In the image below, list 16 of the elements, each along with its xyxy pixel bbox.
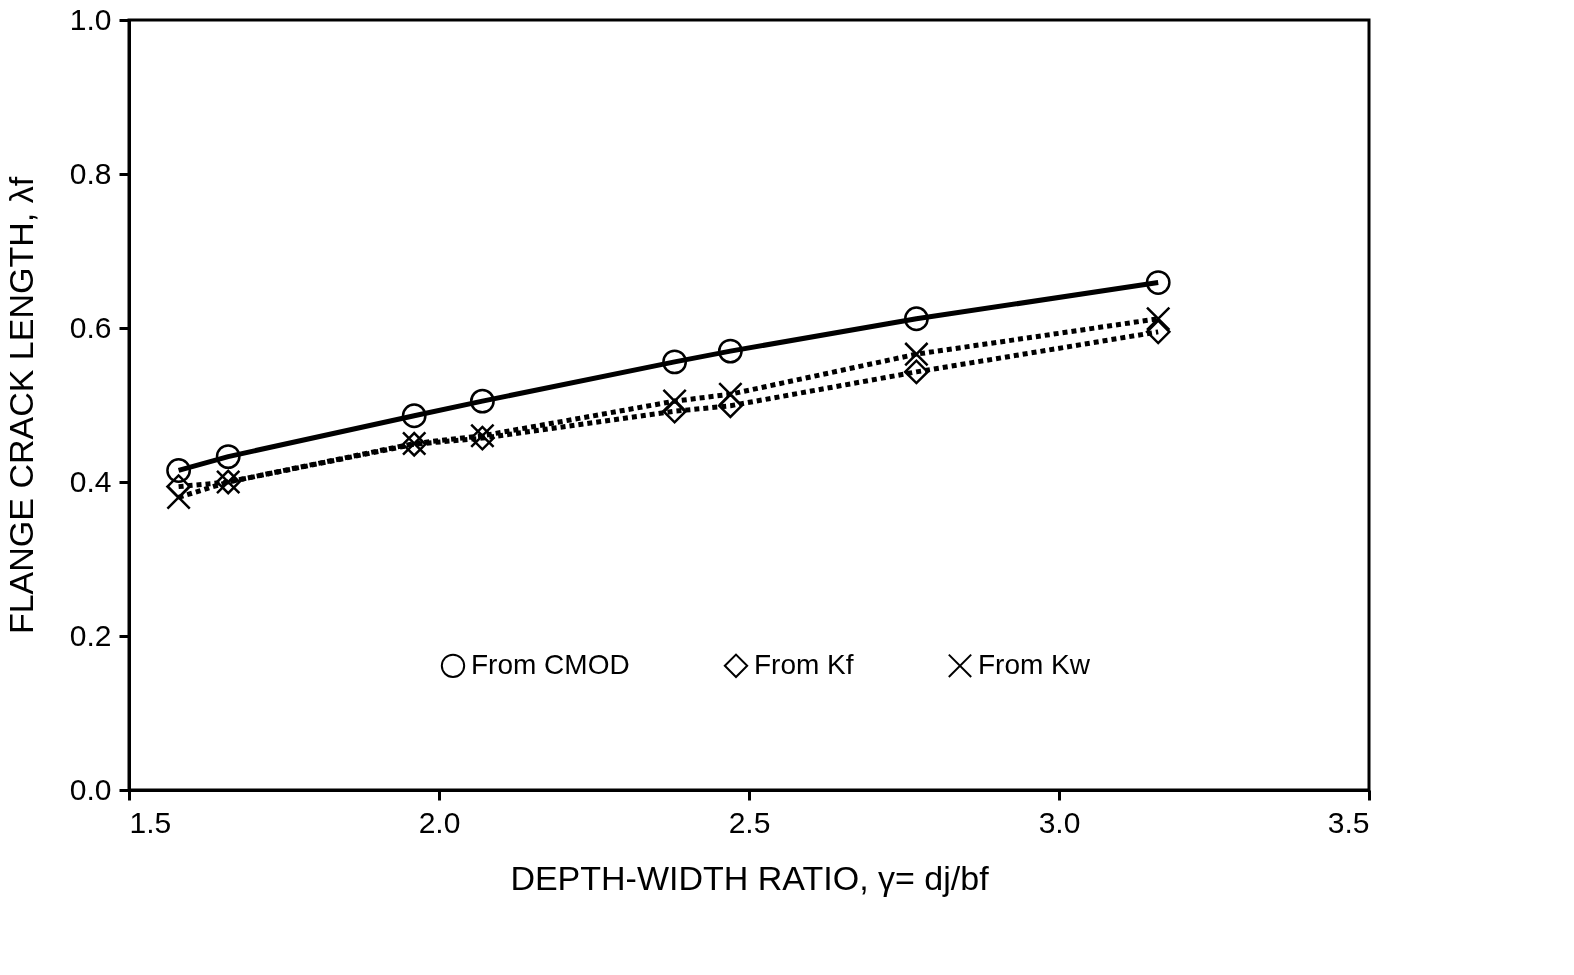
legend-label: From Kf	[754, 648, 854, 680]
y-tick-label: 1.0	[69, 2, 112, 36]
y-axis-title: FLANGE CRACK LENGTH, λf	[1, 176, 40, 635]
y-tick-label: 0.0	[69, 772, 112, 806]
y-tick-label: 0.2	[69, 618, 112, 652]
x-tick-label: 2.0	[418, 805, 461, 839]
legend-label: From CMOD	[471, 648, 630, 680]
y-tick-label: 0.4	[69, 464, 112, 498]
x-tick-label: 3.0	[1038, 805, 1081, 839]
y-tick-label: 0.8	[69, 156, 112, 190]
y-tick-label: 0.6	[69, 310, 112, 344]
x-tick-label: 1.5	[129, 805, 172, 839]
x-axis-title: DEPTH-WIDTH RATIO, γ= dj/bf	[510, 858, 990, 897]
x-tick-label: 3.5	[1327, 805, 1370, 839]
legend-label: From Kw	[978, 648, 1091, 680]
x-tick-label: 2.5	[728, 805, 771, 839]
